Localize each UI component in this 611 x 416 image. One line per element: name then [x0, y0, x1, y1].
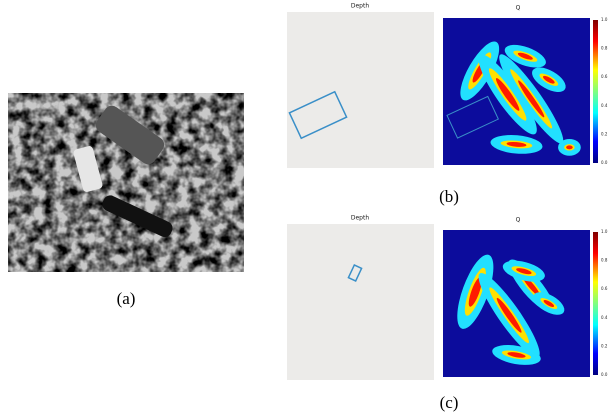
colorbar-tick-label: 1.0 — [601, 17, 608, 22]
panel-label: (b) — [439, 187, 459, 206]
colorbar-tick-label: 1.0 — [601, 229, 608, 234]
subplot-title: Depth — [351, 215, 369, 222]
colorbar-tick-label: 0.2 — [601, 343, 608, 348]
subplot-title: Q — [516, 5, 521, 12]
colorbar-tick-label: 0.4 — [601, 103, 608, 108]
panel-label: (a) — [117, 289, 136, 308]
colorbar-tick-label: 0.6 — [601, 74, 608, 79]
depth-image — [287, 224, 434, 380]
colorbar — [593, 232, 598, 375]
q-blob — [566, 145, 573, 149]
colorbar-tick-label: 0.2 — [601, 131, 608, 136]
subplot-title: Depth — [351, 3, 369, 10]
subplot-title: Q — [516, 217, 521, 224]
panel-label: (c) — [440, 393, 459, 412]
colorbar-tick-label: 0.0 — [601, 372, 608, 377]
colorbar-tick-label: 0.6 — [601, 286, 608, 291]
colorbar-tick-label: 0.0 — [601, 160, 608, 165]
figure: (a) (b) (c) Depth Q 1.0 0.8 0.6 0.4 0.2 0.0 Dept… — [0, 0, 611, 416]
colorbar-tick-label: 0.4 — [601, 315, 608, 320]
photo — [8, 93, 244, 272]
colorbar-tick-label: 0.8 — [601, 258, 608, 263]
depth-image — [287, 12, 434, 168]
colorbar-tick-label: 0.8 — [601, 46, 608, 51]
colorbar — [593, 20, 598, 163]
